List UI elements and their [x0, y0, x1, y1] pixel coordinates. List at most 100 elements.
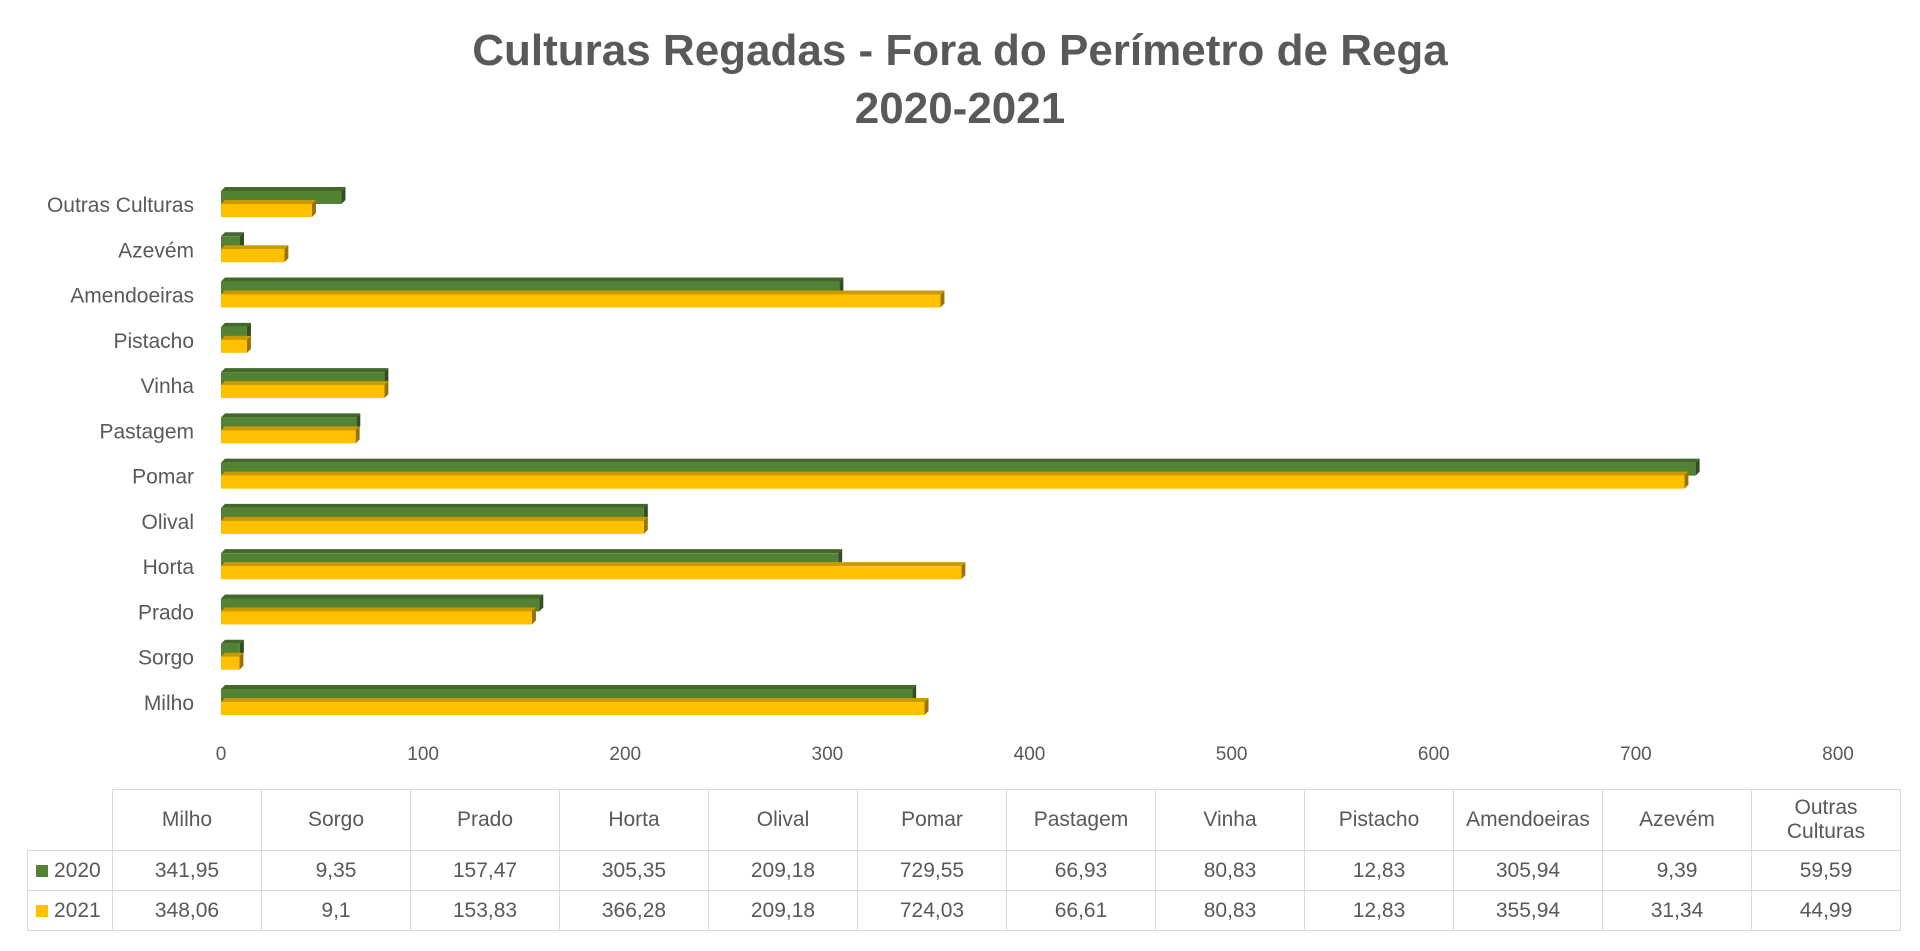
bar-top-face: [221, 594, 544, 599]
bar-top-face: [221, 685, 917, 689]
table-header-cell: Amendoeiras: [1453, 789, 1603, 851]
legend-entry: 2021: [27, 890, 113, 931]
table-value-cell: 80,83: [1155, 890, 1305, 931]
table-header-cell: Pistacho: [1304, 789, 1454, 851]
bar-top-face: [221, 290, 945, 295]
table-row: 2020 341,95 9,35 157,47 305,35 209,18 729,55 66…: [27, 850, 1901, 891]
bar-top-face: [221, 187, 346, 191]
table-value-cell: 9,35: [261, 850, 411, 891]
x-tick-label: 0: [216, 744, 227, 765]
bar-top-face: [221, 232, 244, 237]
legend-entry: 2020: [27, 850, 113, 891]
table-value-cell: 31,34: [1602, 890, 1752, 931]
table-header-row: Milho Sorgo Prado Horta Olival Pomar Pastagem V…: [27, 789, 1901, 851]
bar-top-face: [221, 245, 289, 250]
bar-top-face: [221, 639, 244, 644]
table-value-cell: 59,59: [1751, 850, 1901, 891]
bar-side-face: [839, 277, 844, 295]
table-value-cell: 729,55: [857, 850, 1007, 891]
bar-front-face: [221, 249, 285, 263]
bar-side-face: [961, 562, 966, 580]
bar-top-face: [221, 698, 929, 702]
bar-front-face: [221, 611, 532, 625]
bar-2021: [221, 516, 648, 534]
bar-front-face: [221, 566, 962, 580]
bar-2021: [221, 426, 360, 444]
bar-top-face: [221, 381, 389, 386]
table-header-cell: Vinha: [1155, 789, 1305, 851]
bar-top-face: [221, 562, 966, 567]
bar-side-face: [239, 232, 244, 250]
table-value-cell: 9,1: [261, 890, 411, 931]
table-header-cell: Outras Culturas: [1751, 789, 1901, 851]
bar-top-face: [221, 458, 1700, 463]
legend-swatch: [36, 904, 48, 917]
bar-front-face: [221, 702, 925, 715]
table-value-cell: 66,93: [1006, 850, 1156, 891]
bar-2021: [221, 290, 945, 308]
chart-title: Culturas Regadas - Fora do Perímetro de …: [0, 22, 1920, 138]
category-label: Azevém: [118, 239, 194, 262]
category-label: Pistacho: [113, 330, 194, 353]
table-value-cell: 341,95: [112, 850, 262, 891]
table-header-cell: Sorgo: [261, 789, 411, 851]
category-label: Milho: [144, 692, 194, 715]
category-label: Prado: [138, 601, 194, 624]
table-body: 2020 341,95 9,35 157,47 305,35 209,18 729,55 66…: [27, 850, 1901, 931]
bar-2021: [221, 200, 316, 217]
table-value-cell: 157,47: [410, 850, 560, 891]
bar-side-face: [924, 698, 929, 715]
bar-side-face: [531, 607, 536, 625]
table-value-cell: 355,94: [1453, 890, 1603, 931]
category-label: Olival: [141, 511, 194, 534]
bar-side-face: [539, 594, 544, 612]
category-label: Vinha: [141, 375, 195, 398]
bar-side-face: [356, 413, 361, 431]
bar-side-face: [940, 290, 945, 308]
table-value-cell: 348,06: [112, 890, 262, 931]
bar-top-face: [221, 368, 389, 373]
bar-top-face: [221, 607, 536, 612]
bar-top-face: [221, 200, 316, 204]
bar-side-face: [1695, 458, 1700, 476]
legend-swatch: [36, 864, 48, 877]
table-header-cell: Prado: [410, 789, 560, 851]
x-tick-label: 100: [407, 744, 439, 765]
bar-side-face: [355, 426, 360, 444]
bar-top-face: [221, 277, 844, 282]
table-header-cell: Milho: [112, 789, 262, 851]
x-tick-label: 800: [1822, 744, 1854, 765]
bar-top-face: [221, 471, 1689, 476]
bar-front-face: [221, 385, 385, 399]
bar-side-face: [341, 187, 346, 204]
table-value-cell: 209,18: [708, 890, 858, 931]
table-corner-cell: [27, 789, 113, 851]
bar-front-face: [221, 294, 941, 308]
table-header-cell: Azevém: [1602, 789, 1752, 851]
category-label: Horta: [143, 556, 195, 579]
bar-top-face: [221, 322, 251, 327]
bar-2021: [221, 245, 289, 263]
bar-2021: [221, 652, 244, 670]
data-table: Milho Sorgo Prado Horta Olival Pomar Pastagem V…: [27, 789, 1901, 931]
table-row: 2021 348,06 9,1 153,83 366,28 209,18 724,03 66,…: [27, 890, 1901, 931]
bar-front-face: [221, 339, 247, 353]
bar-side-face: [384, 381, 389, 399]
bar-side-face: [284, 245, 289, 263]
chart-title-line: Culturas Regadas - Fora do Perímetro de …: [472, 26, 1448, 75]
bar-side-face: [246, 335, 251, 353]
bar-top-face: [221, 426, 360, 431]
bar-side-face: [643, 516, 648, 534]
bar-top-face: [221, 335, 251, 340]
table-value-cell: 724,03: [857, 890, 1007, 931]
bar-side-face: [643, 503, 648, 521]
table-value-cell: 305,35: [559, 850, 709, 891]
bar-side-face: [838, 549, 843, 567]
category-label: Sorgo: [138, 647, 194, 670]
table-value-cell: 9,39: [1602, 850, 1752, 891]
bars-group: [221, 187, 1700, 715]
table-header-cell: Horta: [559, 789, 709, 851]
category-label: Outras Culturas: [47, 194, 194, 217]
bar-front-face: [221, 656, 240, 670]
bar-front-face: [221, 520, 644, 534]
